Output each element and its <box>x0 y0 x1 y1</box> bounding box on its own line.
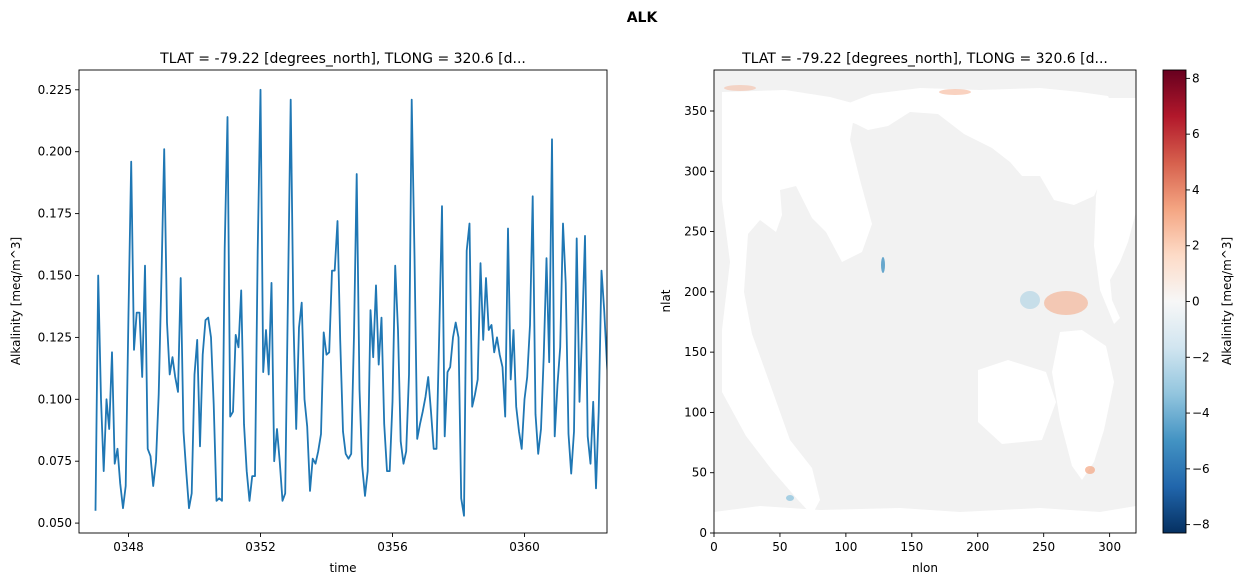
land-mass-northamerica <box>1082 98 1136 324</box>
anomaly-positive <box>939 89 971 95</box>
colorbar-label: Alkalinity [meq/m^3] <box>1220 237 1234 365</box>
y-tick-label: 0.075 <box>38 454 72 468</box>
land-mass-asia <box>836 88 1118 205</box>
map-chart: TLAT = -79.22 [degrees_north], TLONG = 3… <box>659 51 1234 575</box>
y-tick-label: 100 <box>684 405 707 419</box>
colorbar-ticks: −8 −6 −4 −2 0 2 4 6 8 <box>1186 71 1210 532</box>
y-tick-label: 50 <box>692 466 707 480</box>
line-x-label: time <box>329 561 356 575</box>
y-tick-label: 250 <box>684 225 707 239</box>
line-y-ticks: 0.050 0.075 0.100 0.125 0.150 0.175 0.200 0.225 <box>38 83 79 530</box>
map-y-ticks: 0 50 100 150 200 250 300 350 <box>684 104 714 540</box>
anomaly-positive <box>1044 291 1088 315</box>
x-tick-label: 0 <box>710 540 718 554</box>
x-tick-label: 0352 <box>245 540 276 554</box>
map-x-ticks: 0 50 100 150 200 250 300 <box>710 533 1121 554</box>
x-tick-label: 50 <box>772 540 787 554</box>
y-tick-label: 350 <box>684 104 707 118</box>
map-x-label: nlon <box>912 561 938 575</box>
colorbar-tick-label: −6 <box>1192 462 1210 476</box>
x-tick-label: 0356 <box>377 540 408 554</box>
line-chart: TLAT = -79.22 [degrees_north], TLONG = 3… <box>9 51 608 575</box>
colorbar-tick-label: 8 <box>1192 71 1200 85</box>
colorbar-tick-label: −8 <box>1192 518 1210 532</box>
line-x-ticks: 0348 0352 0356 0360 <box>113 533 540 554</box>
anomaly-negative <box>786 495 794 501</box>
y-tick-label: 0.175 <box>38 207 72 221</box>
colorbar-tick-label: −4 <box>1192 406 1210 420</box>
y-tick-label: 0.125 <box>38 330 72 344</box>
anomaly-positive <box>1085 466 1095 474</box>
line-y-label: Alkalinity [meq/m^3] <box>9 237 23 365</box>
figure-title: ALK <box>627 10 659 26</box>
line-chart-title: TLAT = -79.22 [degrees_north], TLONG = 3… <box>159 51 526 67</box>
colorbar-tick-label: 6 <box>1192 127 1200 141</box>
y-tick-label: 0.100 <box>38 392 72 406</box>
colorbar-tick-label: −2 <box>1192 350 1210 364</box>
map-chart-title: TLAT = -79.22 [degrees_north], TLONG = 3… <box>741 51 1108 67</box>
x-tick-label: 200 <box>966 540 989 554</box>
y-tick-label: 150 <box>684 345 707 359</box>
y-tick-label: 0.225 <box>38 83 72 97</box>
map-y-label: nlat <box>659 289 673 312</box>
land-mass-antarctica <box>714 506 1136 533</box>
colorbar-tick-label: 4 <box>1192 183 1200 197</box>
x-tick-label: 150 <box>900 540 923 554</box>
anomaly-positive <box>724 85 756 91</box>
x-tick-label: 250 <box>1032 540 1055 554</box>
y-tick-label: 0.050 <box>38 516 72 530</box>
anomaly-negative <box>1020 291 1040 309</box>
colorbar-tick-label: 2 <box>1192 239 1200 253</box>
x-tick-label: 100 <box>834 540 857 554</box>
y-tick-label: 0 <box>699 526 707 540</box>
colorbar-tick-label: 0 <box>1192 295 1200 309</box>
y-tick-label: 0.200 <box>38 145 72 159</box>
y-tick-label: 0.150 <box>38 269 72 283</box>
map-plot-area <box>714 70 1136 533</box>
land-mass-africa-europe <box>722 90 872 515</box>
y-tick-label: 300 <box>684 164 707 178</box>
line-axes-frame <box>78 69 608 534</box>
series-line <box>94 88 607 517</box>
x-tick-label: 300 <box>1098 540 1121 554</box>
x-tick-label: 0360 <box>509 540 540 554</box>
colorbar <box>1162 69 1187 534</box>
map-axes-frame <box>713 69 1137 534</box>
land-mass-southamerica <box>1052 330 1114 480</box>
y-tick-label: 200 <box>684 285 707 299</box>
land-mass-australia <box>978 360 1056 444</box>
anomaly-negative <box>881 257 885 273</box>
x-tick-label: 0348 <box>113 540 144 554</box>
